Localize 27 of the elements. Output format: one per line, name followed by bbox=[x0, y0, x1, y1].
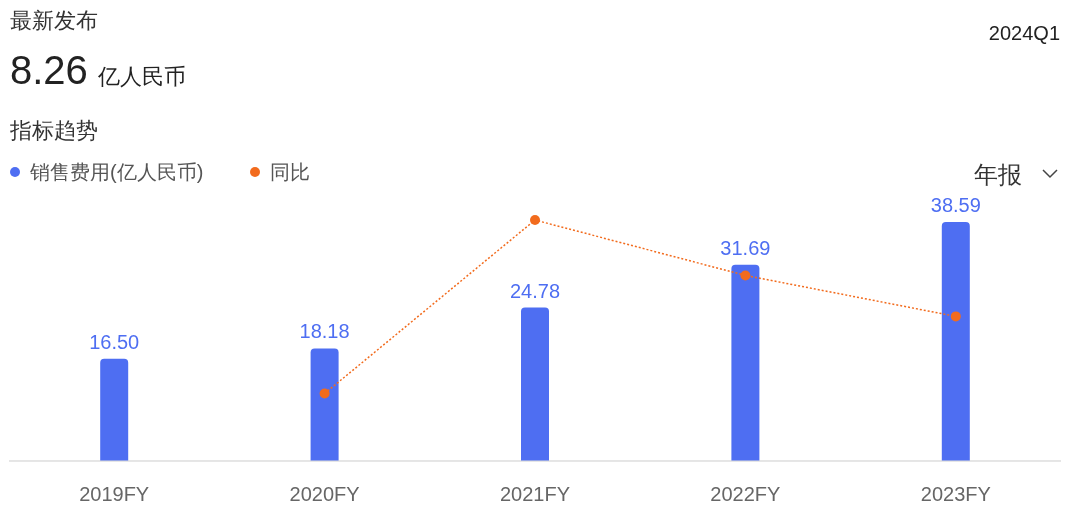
data-label: 16.50 bbox=[89, 330, 140, 353]
legend-label: 销售费用(亿人民币) bbox=[29, 161, 204, 183]
text: 亿人民币 bbox=[96, 64, 186, 89]
bar bbox=[100, 358, 129, 461]
point bbox=[740, 270, 751, 281]
bar bbox=[731, 264, 760, 461]
legend-label: 同比 bbox=[270, 161, 310, 183]
data-label: 38.59 bbox=[930, 194, 981, 216]
text: 8.26 bbox=[10, 48, 88, 92]
bar bbox=[941, 222, 970, 461]
point bbox=[319, 388, 330, 399]
text: 最新发布 bbox=[10, 8, 98, 33]
x-tick-label: 2022FY bbox=[710, 483, 781, 505]
point bbox=[530, 215, 540, 225]
bar bbox=[521, 307, 549, 461]
data-label: 24.78 bbox=[509, 279, 561, 302]
x-tick-label: 2019FY bbox=[79, 483, 150, 505]
chart-title: 指标趋势 bbox=[9, 118, 98, 143]
text: 年报 bbox=[974, 161, 1022, 188]
x-tick-label: 2020FY bbox=[289, 483, 360, 505]
bar bbox=[310, 348, 339, 461]
point bbox=[950, 311, 961, 322]
data-label: 31.69 bbox=[720, 236, 771, 259]
x-tick-label: 2023FY bbox=[920, 483, 991, 505]
x-tick-label: 2021FY bbox=[499, 483, 571, 505]
text: 2024Q1 bbox=[988, 22, 1060, 44]
data-label: 18.18 bbox=[299, 320, 350, 343]
